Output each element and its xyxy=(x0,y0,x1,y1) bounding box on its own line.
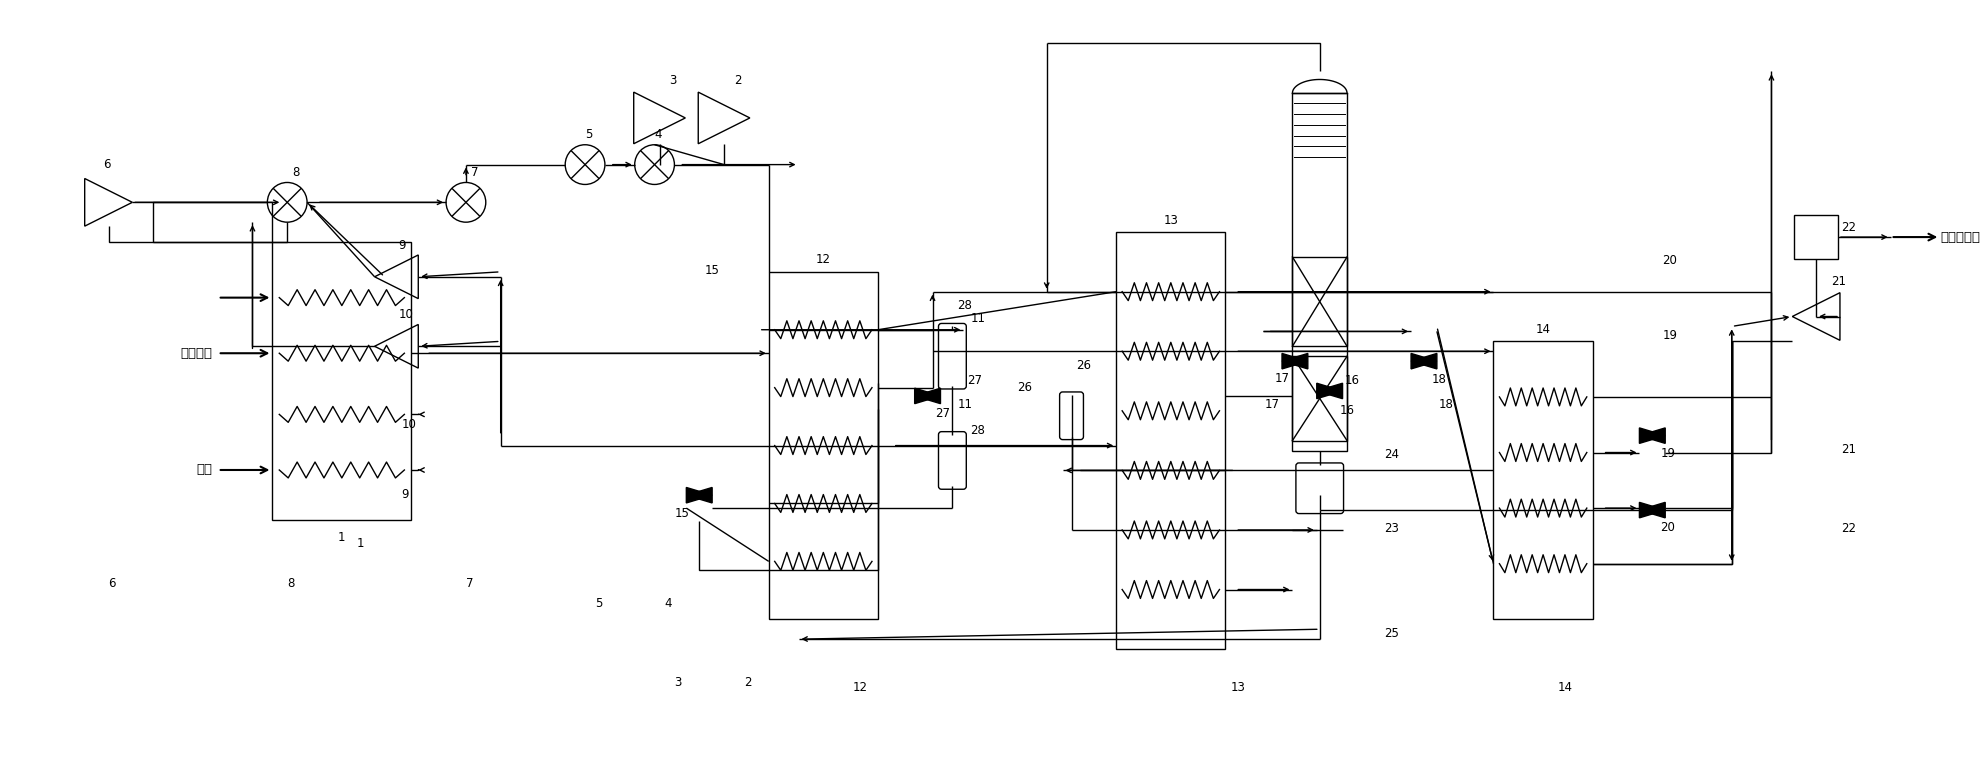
Text: 11: 11 xyxy=(958,399,972,412)
Polygon shape xyxy=(914,388,940,404)
Text: 28: 28 xyxy=(970,424,986,437)
Polygon shape xyxy=(686,487,712,503)
Text: 25: 25 xyxy=(1384,627,1400,640)
Text: 17: 17 xyxy=(1274,372,1290,385)
Bar xyxy=(1493,342,1592,619)
Text: 12: 12 xyxy=(815,254,831,267)
Polygon shape xyxy=(1640,503,1666,518)
Bar xyxy=(1795,215,1839,259)
Text: 1: 1 xyxy=(338,531,346,544)
Text: 7: 7 xyxy=(465,577,473,590)
Text: 26: 26 xyxy=(1018,382,1032,395)
Bar xyxy=(1115,232,1225,649)
Polygon shape xyxy=(1640,428,1666,443)
Bar xyxy=(769,272,879,619)
Text: 5: 5 xyxy=(594,597,602,610)
Text: 1: 1 xyxy=(356,537,364,550)
Text: 19: 19 xyxy=(1660,447,1676,460)
Text: 脱水干气: 脱水干气 xyxy=(181,347,213,360)
Bar xyxy=(1292,257,1348,346)
Text: 21: 21 xyxy=(1841,443,1857,456)
Text: 26: 26 xyxy=(1076,359,1091,372)
Text: 2: 2 xyxy=(734,74,742,86)
Text: 2: 2 xyxy=(744,676,751,689)
Text: 氮气: 氮气 xyxy=(197,463,213,476)
Polygon shape xyxy=(1316,383,1342,399)
Text: 9: 9 xyxy=(402,488,410,500)
Text: 6: 6 xyxy=(103,158,111,171)
Bar xyxy=(1292,93,1348,450)
Polygon shape xyxy=(1411,353,1437,369)
Polygon shape xyxy=(1282,353,1308,369)
Text: 19: 19 xyxy=(1662,329,1678,342)
Text: 17: 17 xyxy=(1264,399,1280,412)
Polygon shape xyxy=(1640,428,1666,443)
Text: 22: 22 xyxy=(1841,523,1857,535)
Text: 3: 3 xyxy=(670,74,676,86)
Text: 15: 15 xyxy=(674,507,690,520)
Text: 16: 16 xyxy=(1340,404,1354,417)
Text: 液化天然气: 液化天然气 xyxy=(1940,231,1980,244)
Polygon shape xyxy=(914,388,940,404)
Text: 27: 27 xyxy=(936,407,950,420)
Text: 14: 14 xyxy=(1559,682,1573,695)
Text: 10: 10 xyxy=(398,308,414,321)
Polygon shape xyxy=(1411,353,1437,369)
Text: 13: 13 xyxy=(1163,214,1179,227)
Text: 22: 22 xyxy=(1841,221,1857,234)
Text: 24: 24 xyxy=(1384,448,1400,461)
Text: 18: 18 xyxy=(1431,372,1447,386)
Text: 12: 12 xyxy=(853,682,869,695)
Polygon shape xyxy=(686,487,712,503)
Text: 28: 28 xyxy=(958,299,972,312)
Polygon shape xyxy=(1316,383,1342,399)
Text: 4: 4 xyxy=(654,128,662,141)
Text: 13: 13 xyxy=(1231,682,1244,695)
Bar xyxy=(272,242,412,520)
Text: 14: 14 xyxy=(1535,323,1551,336)
Text: 20: 20 xyxy=(1660,521,1676,534)
Polygon shape xyxy=(1640,503,1666,518)
Text: 23: 23 xyxy=(1384,523,1400,535)
Text: 10: 10 xyxy=(402,418,415,431)
Text: 11: 11 xyxy=(970,312,986,325)
Text: 15: 15 xyxy=(704,264,720,278)
Text: 21: 21 xyxy=(1831,275,1847,288)
Text: 16: 16 xyxy=(1344,373,1360,386)
Text: 8: 8 xyxy=(286,577,294,590)
Text: 7: 7 xyxy=(471,166,479,179)
Text: 8: 8 xyxy=(292,166,300,179)
Text: 18: 18 xyxy=(1439,399,1453,412)
Text: 4: 4 xyxy=(664,597,672,610)
Text: 27: 27 xyxy=(968,373,982,386)
Text: 20: 20 xyxy=(1662,254,1678,268)
Text: 9: 9 xyxy=(398,238,406,251)
Polygon shape xyxy=(1282,353,1308,369)
Text: 6: 6 xyxy=(109,577,115,590)
Bar xyxy=(1292,356,1348,440)
Text: 5: 5 xyxy=(584,128,592,141)
Text: 3: 3 xyxy=(674,676,682,689)
